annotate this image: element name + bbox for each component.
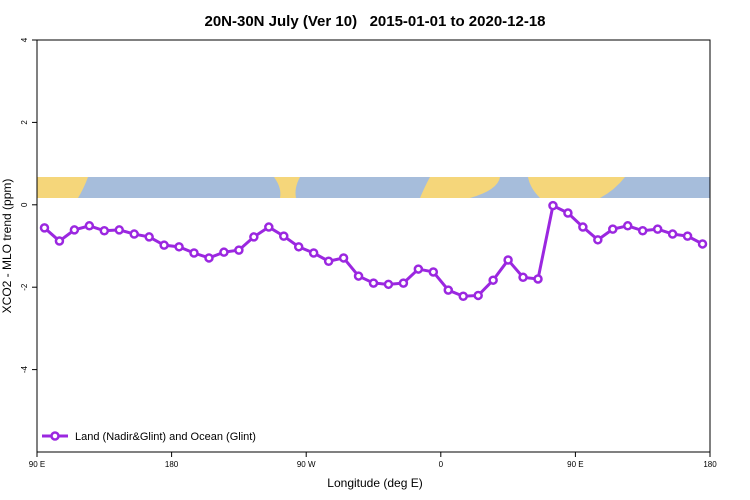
point	[383, 279, 394, 290]
legend-marker	[50, 431, 60, 441]
point	[219, 247, 229, 257]
y-tick-label: 4	[20, 37, 29, 42]
point	[533, 274, 543, 284]
point	[652, 224, 663, 234]
point	[144, 232, 154, 242]
point	[503, 255, 513, 265]
x-tick-label: 180	[165, 460, 179, 469]
point	[473, 290, 483, 301]
point	[428, 267, 439, 277]
y-tick-label: 0	[20, 202, 29, 207]
point	[279, 231, 289, 241]
point	[667, 229, 678, 239]
x-axis-label: Longitude (deg E)	[327, 476, 422, 490]
map-strip	[37, 177, 710, 198]
point	[608, 224, 618, 234]
point	[398, 278, 409, 288]
point	[129, 229, 139, 239]
point	[39, 223, 50, 233]
point	[69, 225, 80, 235]
point	[99, 226, 110, 236]
point	[264, 222, 274, 232]
x-tick-label: 90 E	[567, 460, 583, 469]
y-axis-label: XCO2 - MLO trend (ppm)	[0, 179, 14, 314]
point	[697, 239, 708, 249]
point	[308, 248, 319, 258]
point	[682, 231, 693, 241]
point	[413, 264, 424, 274]
point	[189, 248, 199, 258]
y-tick-label: -2	[20, 283, 29, 291]
x-tick-label: 180	[703, 460, 717, 469]
point	[174, 242, 184, 252]
point	[84, 221, 95, 231]
point	[159, 240, 169, 250]
point	[593, 235, 603, 245]
x-tick-label: 0	[439, 460, 444, 469]
point	[563, 208, 573, 218]
chart-title: 20N-30N July (Ver 10) 2015-01-01 to 2020…	[204, 13, 545, 30]
point	[548, 200, 558, 211]
point	[488, 275, 498, 285]
point	[458, 291, 468, 302]
x-tick-label: 90 W	[297, 460, 316, 469]
point	[234, 245, 244, 255]
point	[443, 285, 454, 295]
y-tick-label: 2	[20, 120, 29, 125]
point	[578, 222, 588, 232]
point	[293, 242, 304, 252]
point	[323, 256, 334, 266]
plot-frame	[36, 39, 711, 453]
point	[353, 271, 364, 281]
x-tick-label: 90 E	[29, 460, 45, 469]
y-tick-label: -4	[20, 365, 29, 373]
point	[368, 278, 379, 288]
legend-label: Land (Nadir&Glint) and Ocean (Glint)	[75, 431, 256, 443]
point	[518, 272, 528, 283]
point	[204, 253, 214, 263]
point	[114, 225, 125, 235]
point	[249, 232, 259, 242]
point	[54, 236, 65, 246]
point	[622, 221, 633, 231]
point	[338, 253, 349, 263]
point	[637, 226, 648, 236]
